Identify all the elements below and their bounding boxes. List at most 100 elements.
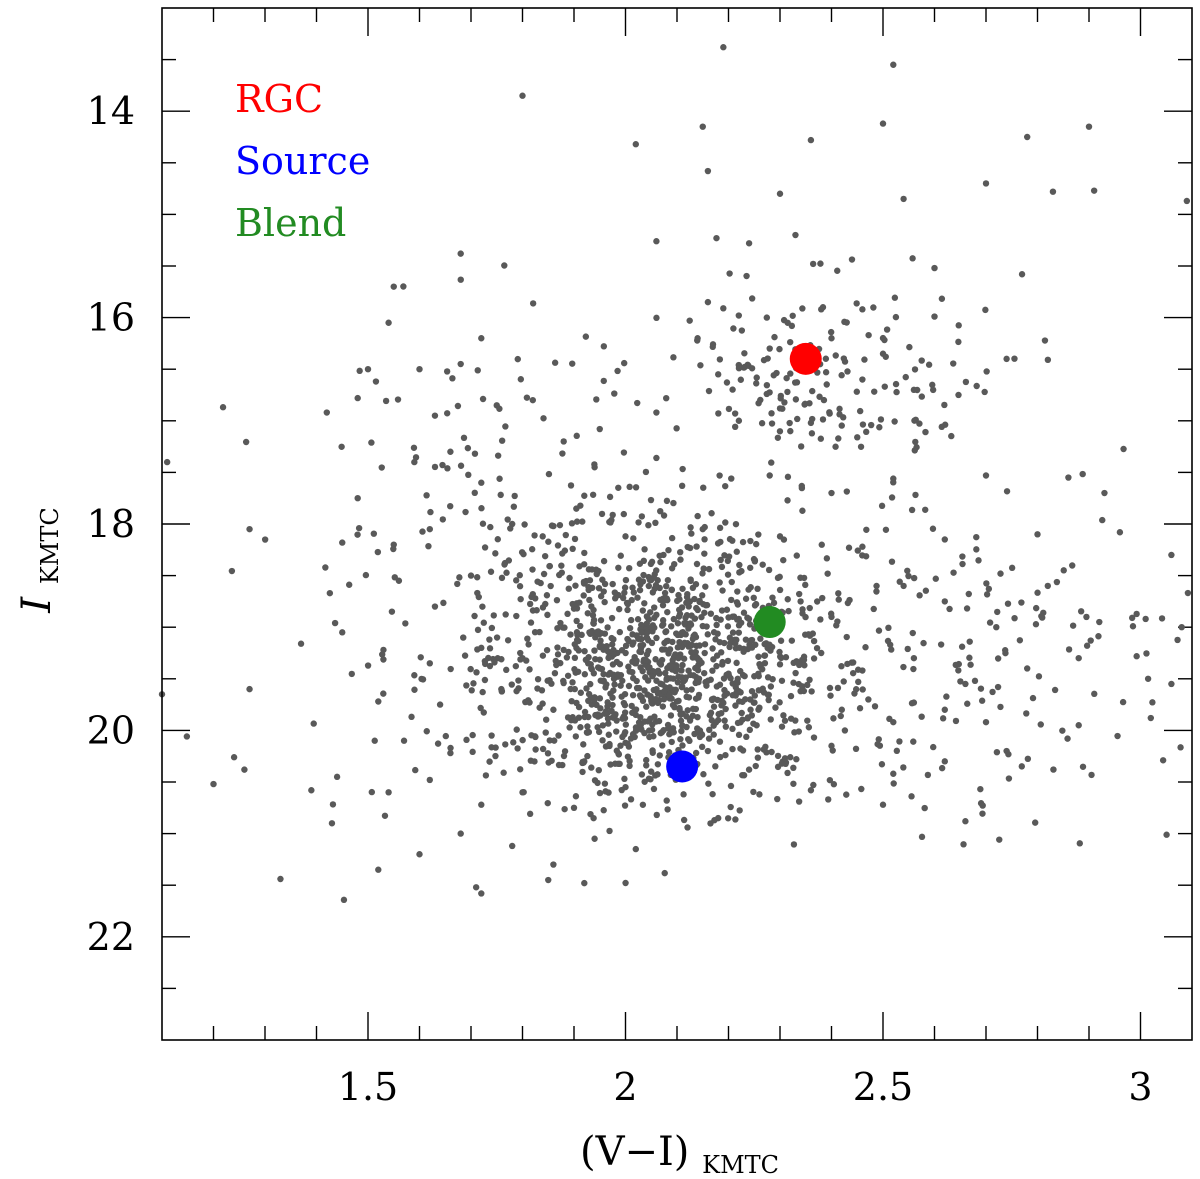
field-star-point — [375, 698, 382, 705]
field-star-point — [431, 603, 439, 610]
field-star-point — [810, 781, 817, 789]
field-star-point — [883, 326, 891, 333]
field-star-point — [844, 368, 851, 375]
field-star-point — [632, 141, 639, 148]
field-star-point — [600, 670, 607, 678]
field-star-point — [1053, 578, 1061, 586]
field-star-point — [580, 592, 587, 599]
field-star-point — [400, 283, 407, 290]
field-star-point — [479, 688, 486, 696]
field-star-point — [479, 395, 487, 403]
field-star-point — [542, 716, 550, 723]
field-star-point — [650, 574, 657, 581]
field-star-point — [472, 884, 480, 891]
field-star-point — [544, 799, 551, 807]
field-star-point — [756, 660, 763, 668]
field-star-point — [565, 585, 572, 592]
field-star-point — [755, 706, 762, 713]
field-star-point — [784, 473, 792, 481]
field-star-point — [921, 804, 928, 812]
field-star-point — [571, 685, 578, 693]
field-star-point — [586, 596, 593, 604]
field-star-point — [573, 518, 581, 525]
field-star-point — [491, 659, 498, 666]
field-star-point — [743, 733, 750, 741]
field-star-point — [693, 560, 701, 568]
field-star-point — [510, 503, 518, 510]
field-star-point — [517, 595, 524, 603]
field-star-point — [830, 781, 838, 788]
field-star-point — [1065, 474, 1072, 481]
x-axis-label: (V−I) KMTC — [580, 1129, 779, 1179]
field-star-point — [828, 489, 835, 497]
field-star-point — [693, 604, 700, 612]
field-star-point — [716, 738, 724, 745]
field-star-point — [819, 304, 827, 311]
field-star-point — [514, 355, 521, 363]
field-star-point — [709, 645, 716, 652]
field-star-point — [589, 612, 597, 619]
field-star-point — [694, 512, 701, 520]
field-star-point — [695, 678, 702, 686]
field-star-point — [705, 387, 713, 395]
field-star-point — [486, 636, 493, 643]
field-star-point — [838, 706, 845, 713]
field-star-point — [519, 736, 526, 744]
field-star-points — [158, 44, 1192, 904]
field-star-point — [823, 555, 831, 562]
field-star-point — [784, 497, 791, 504]
field-star-point — [788, 637, 796, 644]
field-star-point — [474, 626, 482, 634]
field-star-point — [668, 738, 675, 746]
field-star-point — [932, 575, 939, 582]
field-star-point — [632, 845, 639, 853]
field-star-point — [619, 594, 627, 602]
field-star-point — [754, 754, 762, 761]
field-star-point — [480, 709, 487, 716]
field-star-point — [1177, 744, 1184, 751]
field-star-point — [571, 717, 579, 724]
field-star-point — [754, 585, 761, 593]
field-star-point — [776, 699, 783, 706]
field-star-point — [617, 742, 624, 749]
field-star-point — [611, 390, 618, 397]
field-star-point — [619, 677, 626, 684]
field-star-point — [644, 629, 651, 636]
field-star-point — [941, 536, 948, 543]
field-star-point — [695, 694, 702, 701]
field-star-point — [726, 535, 734, 543]
field-star-point — [729, 386, 736, 393]
field-star-point — [663, 595, 670, 602]
field-star-point — [911, 447, 918, 454]
field-star-point — [747, 537, 754, 545]
field-star-point — [584, 752, 591, 760]
field-star-point — [608, 707, 615, 715]
field-star-point — [906, 343, 913, 351]
field-star-point — [662, 669, 669, 677]
field-star-point — [799, 507, 806, 514]
field-star-point — [561, 805, 568, 813]
field-star-point — [572, 793, 580, 800]
field-star-point — [670, 499, 677, 507]
field-star-point — [751, 602, 759, 609]
field-star-point — [584, 729, 591, 736]
field-star-point — [599, 722, 607, 729]
field-star-point — [967, 661, 974, 668]
highlight-rgc-point — [789, 342, 822, 375]
field-star-point — [628, 596, 635, 604]
field-star-point — [835, 596, 842, 603]
field-star-point — [748, 295, 756, 302]
field-star-point — [771, 333, 778, 341]
field-star-point — [931, 264, 938, 272]
field-star-point — [816, 393, 823, 400]
field-star-point — [836, 411, 843, 418]
field-star-point — [622, 879, 629, 887]
field-star-point — [959, 560, 966, 568]
field-star-point — [652, 581, 660, 589]
field-star-point — [394, 396, 402, 403]
field-star-point — [621, 589, 628, 596]
field-star-point — [674, 620, 682, 627]
field-star-point — [514, 745, 521, 752]
field-star-point — [792, 717, 799, 724]
field-star-point — [808, 688, 815, 695]
